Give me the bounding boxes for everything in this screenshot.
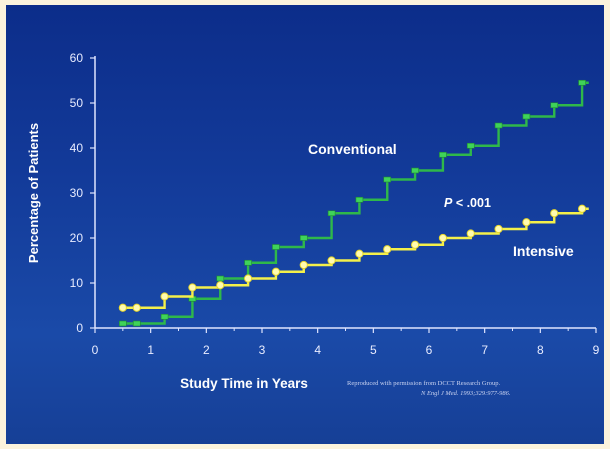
credit-line-1: Reproduced with permission from DCCT Res… bbox=[347, 380, 501, 387]
x-tick-label: 7 bbox=[481, 343, 488, 357]
series-label-conventional: Conventional bbox=[308, 141, 397, 157]
data-point-intensive bbox=[299, 260, 308, 270]
data-point-conventional bbox=[299, 235, 308, 241]
data-point-intensive bbox=[271, 267, 281, 276]
data-point-intensive bbox=[577, 204, 587, 213]
chart-axes: 0 10 20 30 40 50 60 0 1 2 3 4 5 6 7 8 9 bbox=[70, 51, 600, 357]
data-point-intensive bbox=[355, 249, 364, 258]
slide-frame: 0 10 20 30 40 50 60 0 1 2 3 4 5 6 7 8 9 Conventional Inte… bbox=[6, 5, 604, 444]
y-axis-title: Percentage of Patients bbox=[26, 123, 41, 263]
y-tick-label: 20 bbox=[70, 231, 84, 245]
data-point-intensive bbox=[438, 233, 448, 243]
data-point-conventional bbox=[160, 313, 169, 320]
x-axis-title: Study Time in Years bbox=[180, 376, 308, 391]
data-point-conventional bbox=[578, 79, 586, 86]
x-tick-label: 0 bbox=[92, 343, 99, 357]
y-tick-label: 0 bbox=[76, 321, 83, 335]
data-point-conventional bbox=[550, 102, 559, 109]
x-tick-label: 9 bbox=[593, 343, 600, 357]
data-point-conventional bbox=[411, 167, 419, 174]
y-tick-label: 40 bbox=[70, 141, 84, 155]
data-point-intensive bbox=[410, 240, 420, 249]
data-point-intensive bbox=[522, 218, 531, 227]
chart-svg: 0 10 20 30 40 50 60 0 1 2 3 4 5 6 7 8 9 Conventional Inte… bbox=[26, 51, 600, 397]
data-point-conventional bbox=[327, 210, 336, 217]
data-point-conventional bbox=[439, 151, 447, 158]
x-tick-label: 5 bbox=[370, 343, 377, 357]
data-point-conventional bbox=[466, 142, 475, 149]
data-point-intensive bbox=[160, 292, 169, 301]
data-point-intensive bbox=[188, 283, 197, 292]
p-value-annotation: P < .001 bbox=[444, 196, 491, 210]
data-point-conventional bbox=[355, 196, 364, 203]
data-point-conventional bbox=[132, 320, 141, 327]
x-tick-label: 1 bbox=[147, 343, 154, 357]
x-tick-label: 8 bbox=[537, 343, 544, 357]
data-point-intensive bbox=[383, 245, 392, 254]
data-point-intensive bbox=[132, 303, 141, 312]
x-tick-label: 4 bbox=[314, 343, 321, 357]
series-label-intensive: Intensive bbox=[513, 243, 574, 259]
data-point-intensive bbox=[327, 256, 336, 265]
data-point-conventional bbox=[272, 244, 280, 250]
data-point-conventional bbox=[383, 176, 392, 183]
y-tick-label: 10 bbox=[70, 276, 84, 290]
data-point-conventional bbox=[216, 275, 225, 282]
x-tick-label: 2 bbox=[203, 343, 210, 357]
y-tick-label: 50 bbox=[70, 96, 84, 110]
data-point-conventional bbox=[522, 113, 531, 120]
y-tick-label: 60 bbox=[70, 51, 84, 65]
data-point-conventional bbox=[119, 320, 127, 327]
data-point-intensive bbox=[466, 229, 475, 238]
data-point-intensive bbox=[550, 209, 559, 218]
data-point-intensive bbox=[118, 303, 127, 312]
data-point-conventional bbox=[244, 259, 252, 266]
credit-line-2: N Engl J Med. 1993;329:977-986. bbox=[420, 390, 511, 397]
data-point-intensive bbox=[243, 274, 253, 283]
chart-series-layer bbox=[118, 79, 589, 327]
chart-labels: Conventional Intensive P < .001 Study Time … bbox=[26, 123, 574, 397]
data-point-conventional bbox=[494, 122, 503, 129]
x-tick-label: 3 bbox=[259, 343, 266, 357]
x-tick-label: 6 bbox=[426, 343, 433, 357]
y-tick-label: 30 bbox=[70, 186, 84, 200]
data-point-intensive bbox=[216, 281, 225, 290]
data-point-intensive bbox=[494, 224, 503, 234]
